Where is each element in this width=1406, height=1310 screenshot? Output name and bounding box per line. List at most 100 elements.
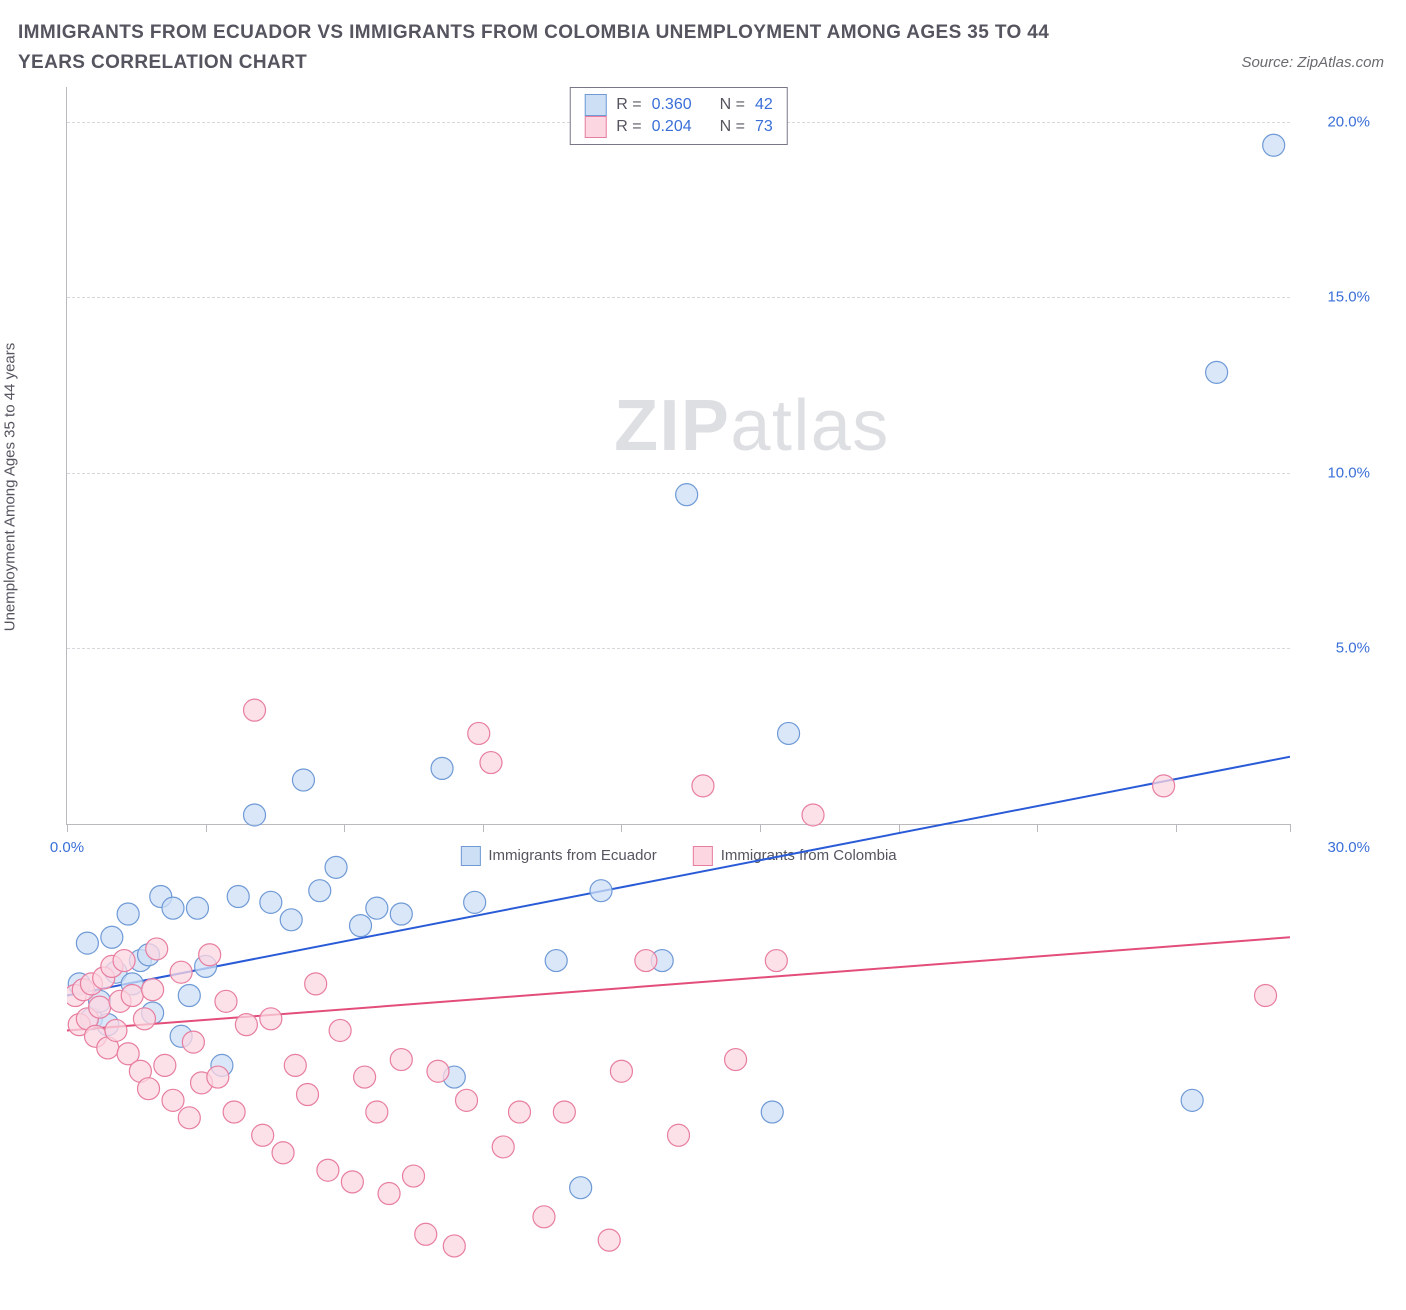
data-point <box>415 1223 437 1245</box>
data-point <box>378 1182 400 1204</box>
data-point <box>1263 134 1285 156</box>
data-point <box>162 1089 184 1111</box>
r-label: R = <box>616 96 641 114</box>
legend-swatch <box>584 94 606 116</box>
legend-row: R = 0.204 N = 73 <box>584 116 773 138</box>
data-point <box>431 757 453 779</box>
y-axis-label: Unemployment Among Ages 35 to 44 years <box>2 343 19 632</box>
y-tick-label: 5.0% <box>1300 640 1370 657</box>
r-value: 0.204 <box>652 118 692 136</box>
data-point <box>464 891 486 913</box>
data-point <box>146 938 168 960</box>
data-point <box>142 978 164 1000</box>
data-point <box>199 944 221 966</box>
n-value: 42 <box>755 96 773 114</box>
data-point <box>509 1101 531 1123</box>
data-point <box>76 932 98 954</box>
n-label: N = <box>720 118 745 136</box>
data-point <box>366 897 388 919</box>
data-point <box>105 1019 127 1041</box>
data-point <box>570 1176 592 1198</box>
data-point <box>692 775 714 797</box>
data-point <box>260 1008 282 1030</box>
data-point <box>676 483 698 505</box>
data-point <box>456 1089 478 1111</box>
data-point <box>182 1031 204 1053</box>
data-point <box>284 1054 306 1076</box>
data-point <box>280 909 302 931</box>
data-point <box>590 879 612 901</box>
data-point <box>443 1235 465 1257</box>
y-tick-label: 20.0% <box>1300 113 1370 130</box>
data-point <box>121 984 143 1006</box>
data-point <box>235 1013 257 1035</box>
data-point <box>545 949 567 971</box>
data-point <box>598 1229 620 1251</box>
data-point <box>610 1060 632 1082</box>
data-point <box>725 1048 747 1070</box>
data-point <box>533 1206 555 1228</box>
data-point <box>390 1048 412 1070</box>
x-tick <box>1290 824 1291 832</box>
data-point <box>186 897 208 919</box>
data-point <box>403 1165 425 1187</box>
data-point <box>178 1107 200 1129</box>
data-point <box>1181 1089 1203 1111</box>
trend-line <box>67 757 1290 996</box>
data-point <box>1255 984 1277 1006</box>
data-point <box>117 903 139 925</box>
data-point <box>170 961 192 983</box>
data-point <box>133 1008 155 1030</box>
data-point <box>178 984 200 1006</box>
data-point <box>138 1077 160 1099</box>
data-point <box>802 804 824 826</box>
data-point <box>223 1101 245 1123</box>
data-point <box>272 1142 294 1164</box>
data-point <box>480 751 502 773</box>
data-point <box>341 1171 363 1193</box>
data-point <box>101 926 123 948</box>
data-point <box>244 699 266 721</box>
data-point <box>325 856 347 878</box>
data-point <box>1206 361 1228 383</box>
data-point <box>227 885 249 907</box>
data-point <box>350 914 372 936</box>
data-point <box>317 1159 339 1181</box>
legend-row: R = 0.360 N = 42 <box>584 94 773 116</box>
data-point <box>635 949 657 971</box>
n-value: 73 <box>755 118 773 136</box>
data-point <box>468 722 490 744</box>
data-point <box>366 1101 388 1123</box>
r-label: R = <box>616 118 641 136</box>
data-point <box>492 1136 514 1158</box>
data-point <box>354 1066 376 1088</box>
data-point <box>162 897 184 919</box>
x-axis-end-label: 30.0% <box>1300 839 1370 856</box>
data-point <box>260 891 282 913</box>
data-point <box>252 1124 274 1146</box>
data-point <box>297 1083 319 1105</box>
data-point <box>427 1060 449 1082</box>
data-point <box>244 804 266 826</box>
n-label: N = <box>720 96 745 114</box>
correlation-legend: R = 0.360 N = 42 R = 0.204 N = 73 <box>569 87 788 145</box>
data-point <box>292 769 314 791</box>
scatter-plot: ZIPatlas 5.0%10.0%15.0%20.0% 0.0% 30.0% … <box>66 87 1290 825</box>
data-point <box>667 1124 689 1146</box>
data-point <box>207 1066 229 1088</box>
data-point <box>765 949 787 971</box>
data-point <box>309 879 331 901</box>
data-point <box>215 990 237 1012</box>
data-point <box>329 1019 351 1041</box>
data-point <box>761 1101 783 1123</box>
chart-title: IMMIGRANTS FROM ECUADOR VS IMMIGRANTS FR… <box>18 18 1118 79</box>
data-point <box>89 996 111 1018</box>
y-tick-label: 10.0% <box>1300 464 1370 481</box>
legend-swatch <box>584 116 606 138</box>
r-value: 0.360 <box>652 96 692 114</box>
data-point <box>154 1054 176 1076</box>
data-point <box>305 973 327 995</box>
data-point <box>553 1101 575 1123</box>
data-point <box>778 722 800 744</box>
data-point <box>1153 775 1175 797</box>
